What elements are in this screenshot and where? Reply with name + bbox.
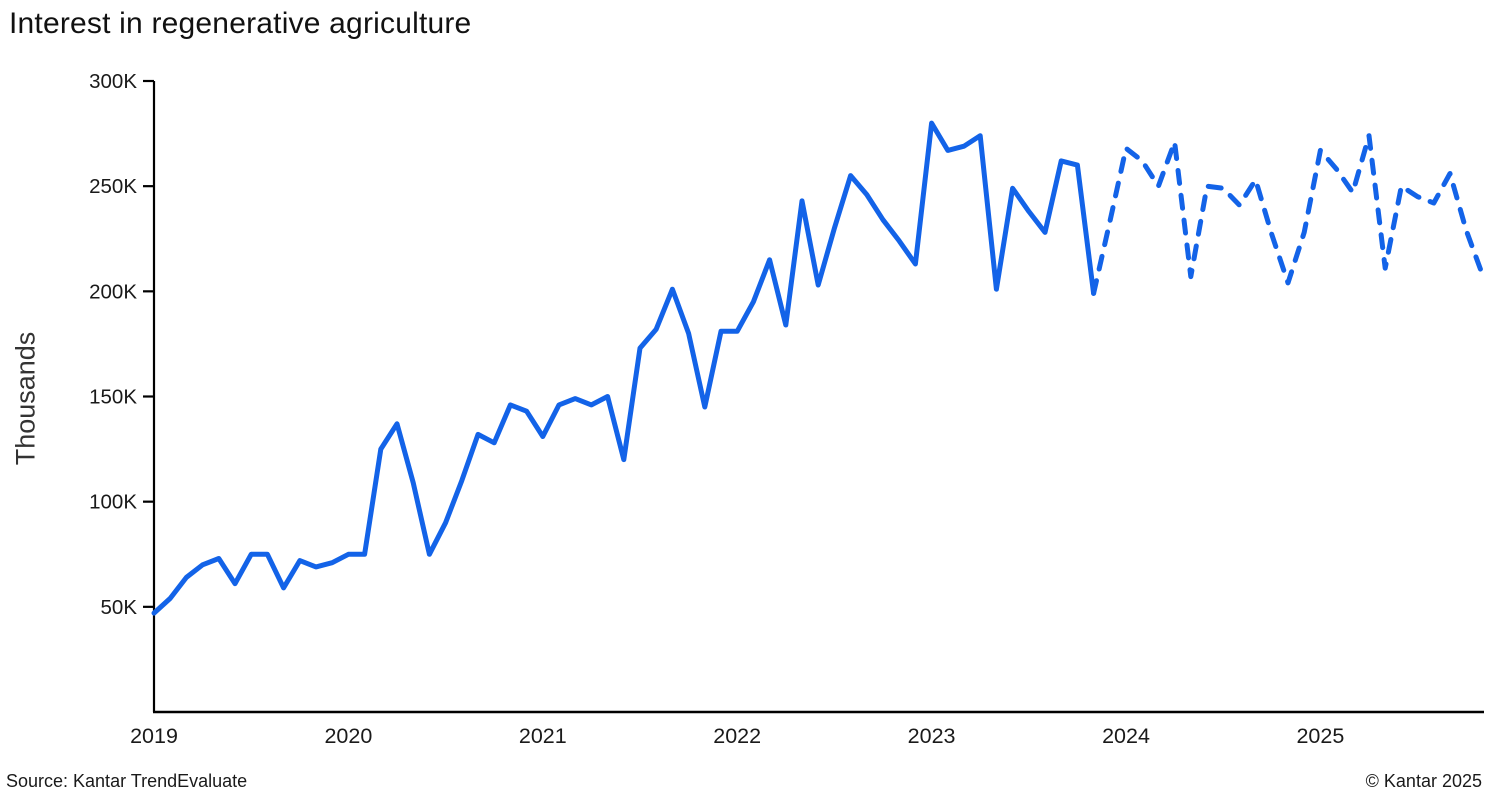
x-axis-year-label: 2022 xyxy=(713,724,761,748)
copyright-note: © Kantar 2025 xyxy=(1365,771,1482,791)
x-axis-year-label: 2019 xyxy=(130,724,178,748)
forecast-series-line xyxy=(1091,133,1485,296)
y-axis-tick-label: 50K xyxy=(101,596,138,619)
actual-series-line xyxy=(151,120,1097,616)
y-axis-tick-label: 150K xyxy=(89,386,137,409)
source-note: Source: Kantar TrendEvaluate xyxy=(6,771,248,791)
x-axis-year-label: 2025 xyxy=(1296,724,1344,748)
x-axis-year-label: 2024 xyxy=(1102,724,1150,748)
chart-title: Interest in regenerative agriculture xyxy=(9,7,472,40)
y-axis-tick-label: 100K xyxy=(89,491,137,514)
y-axis-tick-label: 200K xyxy=(89,280,137,303)
x-axis-year-label: 2021 xyxy=(519,724,567,748)
x-axis-year-label: 2020 xyxy=(324,724,372,748)
line-chart-plot-area: 50K 100K 150K 200K 250K 300K 2019 2020 2021 2022 2… xyxy=(89,70,1485,748)
y-axis-tick-label: 300K xyxy=(89,70,137,93)
y-axis-tick-label: 250K xyxy=(89,175,137,198)
x-axis-year-label: 2023 xyxy=(908,724,956,748)
